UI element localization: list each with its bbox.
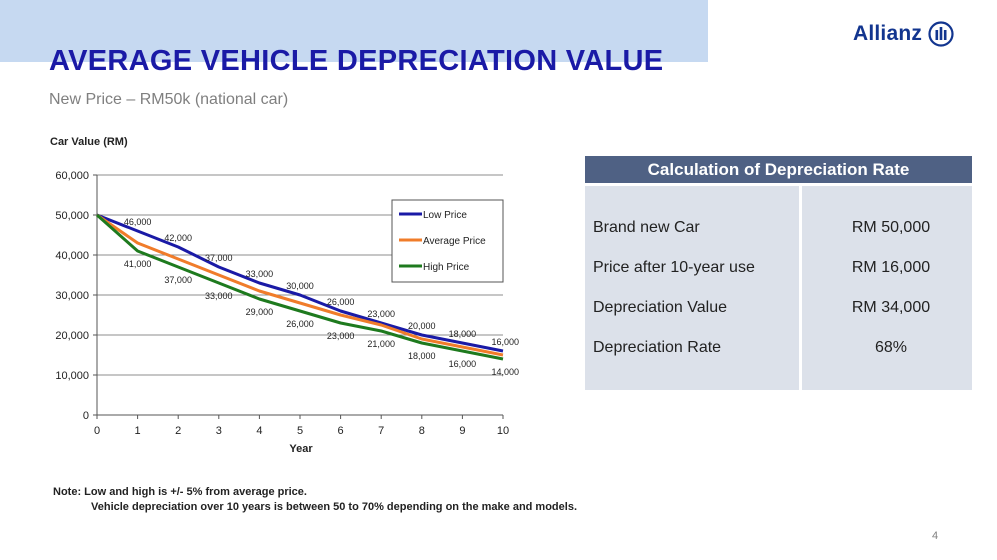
data-label: 29,000 (246, 307, 274, 317)
series-line-high-price (96, 213, 504, 361)
depreciation-calculation-table: Calculation of Depreciation Rate Brand n… (585, 156, 972, 390)
table-header: Calculation of Depreciation Rate (585, 156, 972, 186)
series-line-low-price (96, 213, 504, 353)
table-row: Depreciation Value RM 34,000 (585, 288, 972, 328)
y-tick-label: 60,000 (55, 170, 89, 182)
header-band (0, 0, 708, 62)
x-tick-label: 3 (216, 425, 222, 437)
data-label: 21,000 (367, 339, 395, 349)
data-label: 26,000 (327, 297, 355, 307)
data-label: 18,000 (408, 351, 436, 361)
page-number: 4 (932, 530, 939, 542)
chart-grid (97, 174, 503, 376)
table-spacer-row (585, 184, 972, 208)
x-tick-label: 8 (419, 425, 425, 437)
data-label: 16,000 (449, 359, 477, 369)
data-label: 33,000 (205, 291, 233, 301)
data-label: 42,000 (164, 233, 192, 243)
series-line-average-price (96, 213, 504, 357)
row-value: RM 16,000 (800, 248, 972, 288)
x-tick-label: 0 (94, 425, 100, 437)
legend-label: High Price (423, 262, 470, 273)
depreciation-line-chart: Car Value (RM) Year 010,00020,00030,0004… (50, 136, 519, 455)
row-label: Depreciation Value (585, 288, 802, 328)
data-label: 23,000 (327, 331, 355, 341)
row-value: RM 34,000 (800, 288, 972, 328)
company-logo: Allianz (853, 18, 954, 50)
table-row: Depreciation Rate 68% (585, 328, 972, 368)
data-label: 26,000 (286, 319, 314, 329)
data-label: 33,000 (246, 269, 274, 279)
x-tick-label: 2 (175, 425, 181, 437)
data-label: 41,000 (124, 259, 152, 269)
y-tick-label: 50,000 (55, 210, 89, 222)
y-tick-label: 30,000 (55, 290, 89, 302)
x-tick-label: 10 (497, 425, 509, 437)
row-label: Brand new Car (585, 208, 802, 248)
logo-text: Allianz (853, 22, 923, 45)
table-row: Price after 10-year use RM 16,000 (585, 248, 972, 288)
chart-axes: 0 10,000 20,000 30,000 40,000 50,000 60,000 0 1 2… (55, 170, 509, 437)
x-tick-label: 5 (297, 425, 303, 437)
data-label: 16,000 (491, 337, 519, 347)
x-tick-label: 7 (378, 425, 384, 437)
data-label: 20,000 (408, 321, 436, 331)
table-spacer-row (585, 368, 972, 390)
x-tick-label: 9 (459, 425, 465, 437)
x-tick-label: 4 (256, 425, 262, 437)
footnote: Note: Low and high is +/- 5% from averag… (53, 485, 577, 515)
footnote-line-1: Note: Low and high is +/- 5% from averag… (53, 486, 307, 498)
y-tick-label: 10,000 (55, 370, 89, 382)
x-tick-label: 1 (135, 425, 141, 437)
data-label: 37,000 (164, 275, 192, 285)
y-tick-label: 40,000 (55, 250, 89, 262)
y-axis-label: Car Value (RM) (50, 136, 128, 148)
footnote-line-2: Vehicle depreciation over 10 years is be… (91, 501, 578, 513)
table-row: Brand new Car RM 50,000 (585, 208, 972, 248)
legend-label: Average Price (423, 236, 486, 247)
chart-legend: Low Price Average Price High Price (391, 199, 504, 283)
page-subtitle: New Price – RM50k (national car) (49, 91, 289, 108)
chart-data-labels: 46,000 42,000 37,000 33,000 30,000 26,000 23,0… (124, 217, 519, 377)
row-label: Depreciation Rate (585, 328, 802, 368)
y-tick-label: 0 (83, 410, 89, 422)
data-label: 23,000 (367, 309, 395, 319)
x-tick-label: 6 (338, 425, 344, 437)
y-tick-label: 20,000 (55, 330, 89, 342)
row-value: 68% (800, 328, 972, 368)
x-axis-label: Year (289, 443, 313, 455)
data-label: 46,000 (124, 217, 152, 227)
legend-label: Low Price (423, 210, 467, 221)
data-label: 18,000 (449, 329, 477, 339)
data-label: 14,000 (491, 367, 519, 377)
row-label: Price after 10-year use (585, 248, 802, 288)
page-title: AVERAGE VEHICLE DEPRECIATION VALUE (49, 45, 664, 77)
allianz-eagle-icon (928, 21, 954, 47)
data-label: 30,000 (286, 281, 314, 291)
row-value: RM 50,000 (800, 208, 972, 248)
chart-series (96, 213, 504, 361)
data-label: 37,000 (205, 253, 233, 263)
